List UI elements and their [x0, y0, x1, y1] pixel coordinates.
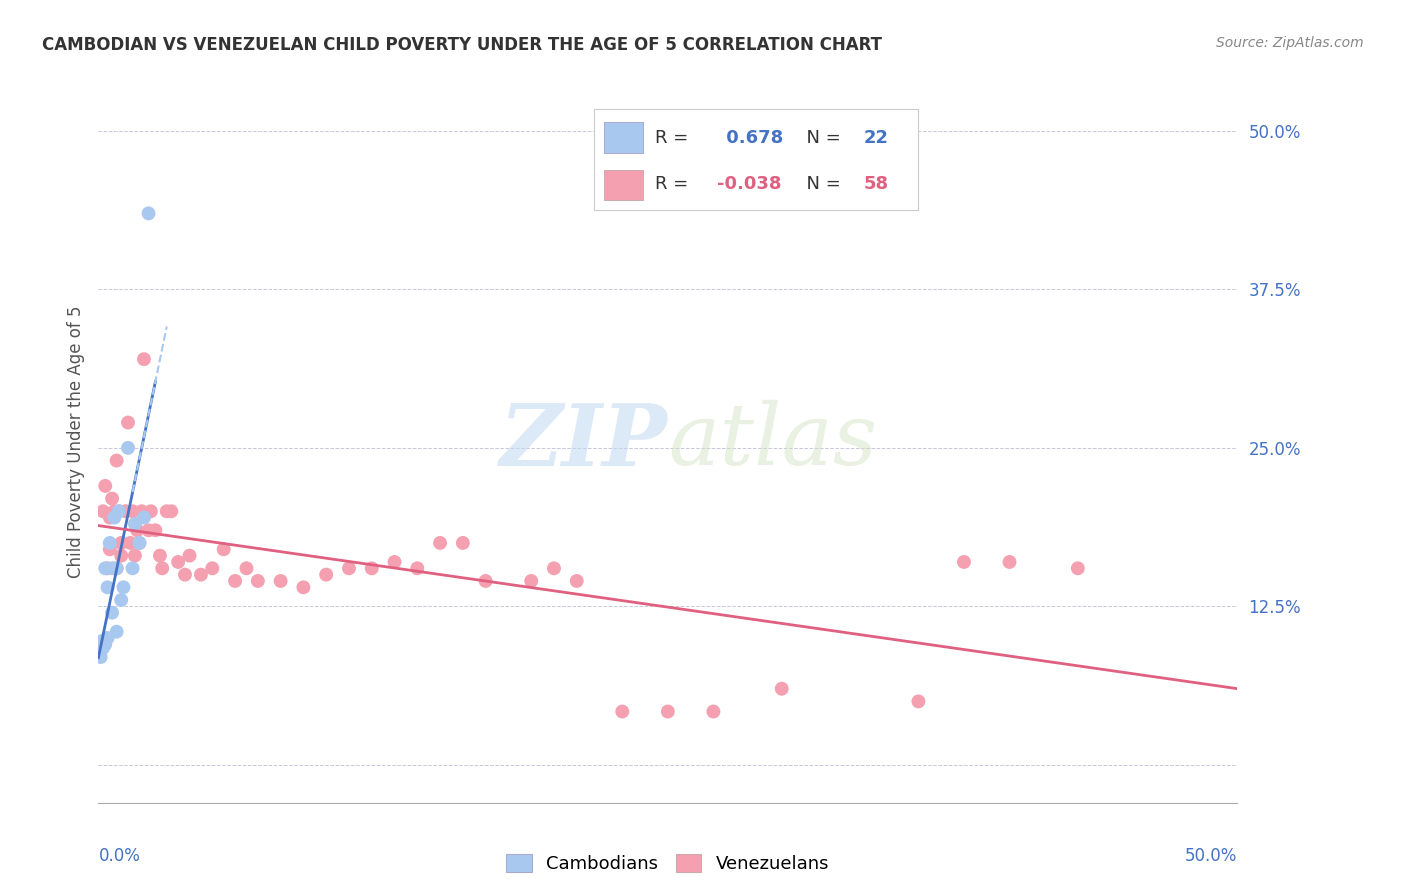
Text: CAMBODIAN VS VENEZUELAN CHILD POVERTY UNDER THE AGE OF 5 CORRELATION CHART: CAMBODIAN VS VENEZUELAN CHILD POVERTY UN…: [42, 36, 882, 54]
Point: [174, 567, 197, 582]
Point: [565, 574, 588, 588]
Point: [543, 561, 565, 575]
Point: [105, 561, 128, 575]
Y-axis label: Child Poverty Under the Age of 5: Child Poverty Under the Age of 5: [66, 305, 84, 578]
Point: [117, 441, 139, 455]
Point: [91, 641, 114, 656]
Text: 58: 58: [863, 175, 889, 193]
Point: [101, 491, 124, 506]
Point: [246, 574, 269, 588]
Point: [998, 555, 1021, 569]
Point: [702, 705, 724, 719]
Point: [190, 567, 212, 582]
Point: [105, 561, 128, 575]
Point: [292, 580, 315, 594]
Point: [132, 352, 155, 367]
Point: [138, 206, 160, 220]
Text: R =: R =: [655, 128, 695, 146]
Point: [124, 549, 146, 563]
Point: [103, 510, 125, 524]
Point: [98, 536, 121, 550]
Point: [96, 631, 118, 645]
Point: [156, 504, 179, 518]
FancyBboxPatch shape: [603, 122, 643, 153]
Point: [120, 536, 142, 550]
Point: [108, 504, 131, 518]
Point: [201, 561, 224, 575]
Point: [384, 555, 406, 569]
Point: [91, 633, 114, 648]
Text: N =: N =: [794, 175, 846, 193]
Point: [138, 523, 160, 537]
Point: [121, 561, 143, 575]
Point: [337, 561, 360, 575]
Point: [132, 510, 155, 524]
Point: [128, 536, 150, 550]
Point: [94, 479, 117, 493]
Point: [91, 504, 114, 518]
Point: [108, 504, 131, 518]
Point: [160, 504, 183, 518]
Text: atlas: atlas: [668, 401, 877, 483]
Point: [110, 593, 132, 607]
Point: [110, 549, 132, 563]
Point: [474, 574, 496, 588]
Text: N =: N =: [794, 128, 846, 146]
Point: [110, 536, 132, 550]
Text: 0.678: 0.678: [720, 128, 783, 146]
Point: [1067, 561, 1090, 575]
Text: Source: ZipAtlas.com: Source: ZipAtlas.com: [1216, 36, 1364, 50]
Point: [101, 606, 124, 620]
Point: [360, 561, 382, 575]
Point: [953, 555, 976, 569]
Point: [101, 561, 124, 575]
Point: [150, 561, 173, 575]
Point: [907, 694, 929, 708]
Point: [212, 542, 235, 557]
Point: [90, 650, 112, 665]
Point: [167, 555, 190, 569]
FancyBboxPatch shape: [603, 169, 643, 200]
Point: [105, 624, 128, 639]
Text: -0.038: -0.038: [717, 175, 782, 193]
Point: [112, 580, 135, 594]
Point: [124, 516, 146, 531]
Point: [121, 504, 143, 518]
Point: [770, 681, 793, 696]
Point: [520, 574, 543, 588]
Text: 50.0%: 50.0%: [1185, 847, 1237, 865]
Point: [98, 542, 121, 557]
Point: [657, 705, 679, 719]
Point: [139, 504, 162, 518]
Legend: Cambodians, Venezuelans: Cambodians, Venezuelans: [499, 847, 837, 880]
Point: [114, 504, 136, 518]
Point: [94, 561, 117, 575]
Point: [128, 536, 150, 550]
Point: [96, 580, 118, 594]
Point: [235, 561, 257, 575]
Point: [127, 523, 149, 537]
Point: [103, 504, 125, 518]
Point: [429, 536, 451, 550]
Point: [98, 510, 121, 524]
Point: [224, 574, 246, 588]
Point: [451, 536, 474, 550]
Point: [145, 523, 167, 537]
Point: [94, 637, 117, 651]
Point: [270, 574, 292, 588]
Point: [117, 416, 139, 430]
Point: [131, 504, 153, 518]
Text: R =: R =: [655, 175, 695, 193]
Text: 0.0%: 0.0%: [98, 847, 141, 865]
Point: [149, 549, 172, 563]
Text: ZIP: ZIP: [501, 400, 668, 483]
Point: [612, 705, 634, 719]
Point: [96, 561, 118, 575]
Point: [179, 549, 201, 563]
Text: 22: 22: [863, 128, 889, 146]
Point: [406, 561, 429, 575]
Point: [315, 567, 337, 582]
Point: [105, 453, 128, 467]
